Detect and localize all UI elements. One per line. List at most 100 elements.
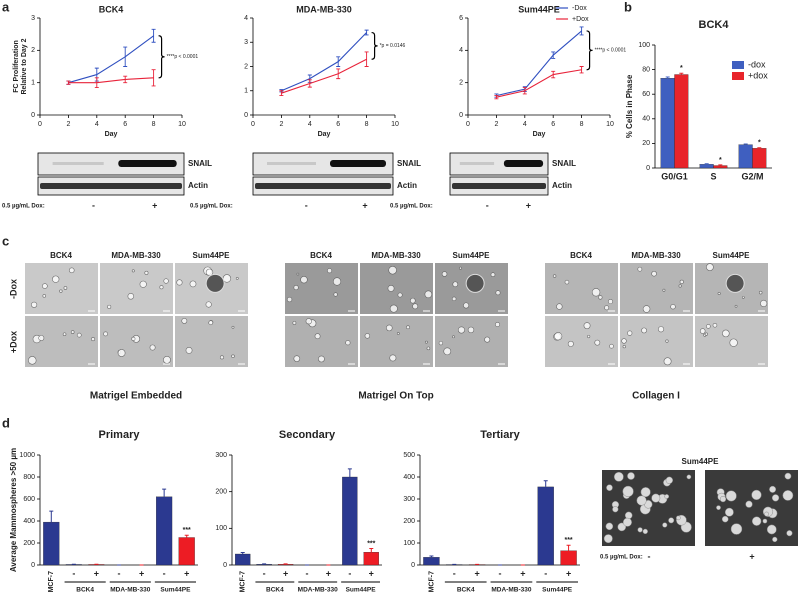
y-tick-label: 2 (244, 63, 248, 70)
x-axis-label: Day (533, 131, 546, 138)
cell-cluster (587, 334, 591, 339)
x-tick-label: 4 (523, 121, 527, 128)
bar (738, 144, 753, 169)
error-bar (551, 51, 556, 59)
blot-band (255, 183, 391, 189)
y-tick-label: 40 (642, 116, 650, 123)
chart-title: Secondary (279, 429, 336, 441)
y-tick-label: 4 (244, 15, 248, 22)
micrograph (620, 263, 693, 314)
x-tick-label: MCF-7 (240, 571, 247, 592)
row-label: +Dox (8, 331, 18, 353)
p-value: ****p < 0.0001 (167, 54, 199, 60)
error-bar (279, 90, 284, 97)
y-tick-label: 800 (23, 474, 35, 481)
cell-cluster (219, 355, 224, 360)
cell-cluster (451, 296, 457, 302)
y-tick-label: 200 (23, 540, 35, 547)
cell-cluster (706, 263, 714, 271)
sphere (716, 505, 721, 511)
cell-cluster (388, 266, 397, 275)
sphere (668, 517, 675, 524)
cell-cluster (63, 286, 68, 290)
group-label: MDA-MB-330 (110, 587, 150, 594)
dox-label: 0.5 µg/mL Dox: (600, 555, 643, 561)
cell-cluster (622, 345, 626, 349)
blot-band (452, 183, 546, 189)
condition-label: + (526, 200, 531, 210)
x-tick-label: 8 (580, 121, 584, 128)
series-line (281, 58, 367, 94)
error-bar (123, 46, 128, 67)
error-bar (307, 79, 312, 88)
cell-cluster (117, 349, 126, 357)
x-tick-label: + (475, 568, 480, 578)
significance-marker: *** (183, 527, 191, 534)
sphere (676, 515, 681, 521)
y-tick-label: 0 (411, 562, 415, 569)
cell-cluster (657, 326, 665, 333)
column-label: BCK4 (310, 251, 332, 260)
sphere (725, 490, 737, 502)
condition-label: + (362, 200, 367, 210)
y-tick-label: 0 (31, 562, 35, 569)
sphere (603, 534, 613, 544)
chart-title: BCK4 (99, 4, 124, 14)
cell-cluster (163, 278, 169, 284)
blot-frame (252, 152, 394, 176)
error-bar (551, 70, 556, 79)
p-value: *p = 0.0146 (380, 43, 406, 49)
x-tick-label: - (163, 568, 166, 578)
y-tick-label: 60 (642, 91, 650, 98)
error-bar (429, 555, 434, 558)
cell-cluster (131, 336, 136, 341)
sphere (786, 530, 793, 537)
sphere (640, 487, 651, 498)
column-label: MDA-MB-330 (631, 251, 681, 260)
cell-cluster (607, 298, 614, 305)
error-bar (579, 66, 584, 74)
cell-cluster (163, 355, 171, 364)
y-axis-label: % Cells in Phase (625, 74, 634, 138)
band-label: SNAIL (552, 159, 576, 168)
y-tick-label: 20 (642, 140, 650, 147)
cell-cluster (76, 332, 82, 338)
error-bar (184, 534, 189, 538)
bar (560, 550, 577, 566)
row-label: -Dox (8, 279, 18, 299)
cell-cluster (144, 270, 149, 275)
cell-cluster (760, 299, 768, 308)
error-bar (718, 164, 723, 166)
chart-title: Primary (99, 429, 141, 441)
cell-cluster (552, 274, 557, 278)
series-line (68, 35, 154, 84)
y-tick-label: 2 (459, 80, 463, 87)
cell-cluster (591, 288, 601, 297)
cell-cluster (62, 332, 67, 336)
caption: Collagen I (632, 391, 680, 402)
x-tick-label: + (139, 568, 144, 578)
cell-cluster (364, 333, 371, 339)
group-label: BCK4 (76, 587, 94, 594)
condition-label: - (92, 200, 95, 210)
x-tick-label: + (369, 568, 374, 578)
error-bar (364, 29, 369, 36)
error-bar (679, 72, 684, 75)
cell-cluster (42, 283, 48, 289)
bar (178, 537, 195, 566)
sphere (769, 485, 777, 493)
y-tick-label: 0 (244, 112, 248, 119)
bar (674, 74, 689, 169)
cell-cluster (556, 303, 563, 310)
micrograph (360, 316, 433, 367)
cell-cluster (286, 296, 293, 303)
x-axis-label: Day (105, 131, 118, 138)
cell-cluster (185, 347, 193, 354)
sphere (724, 507, 734, 517)
error-bar (66, 80, 71, 85)
significance-brace (158, 35, 165, 79)
cell-cluster (662, 288, 666, 292)
x-tick-label: 10 (606, 121, 614, 128)
cell-cluster (670, 304, 676, 310)
x-tick-label: S (710, 171, 716, 181)
